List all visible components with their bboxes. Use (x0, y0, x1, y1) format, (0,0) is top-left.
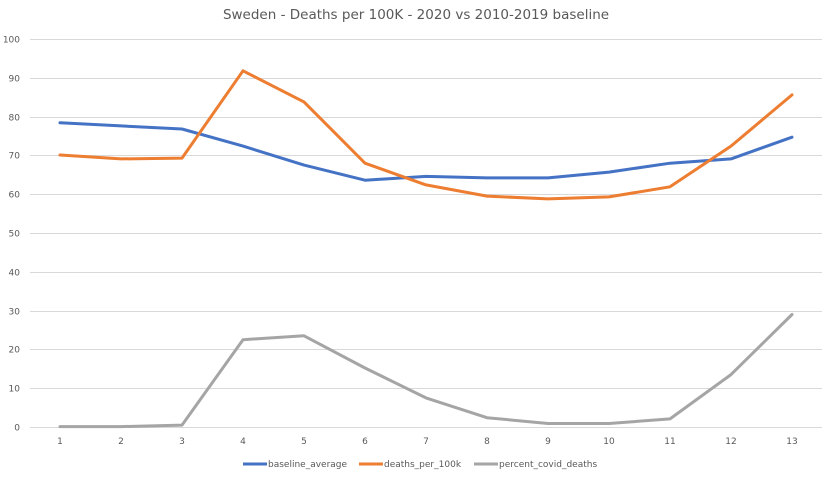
series-lines (58, 69, 794, 429)
x-tick-label: 12 (725, 437, 736, 447)
series-line-baseline-average (58, 121, 794, 182)
y-tick-label: 60 (9, 191, 21, 201)
legend-label: percent_covid_deaths (499, 460, 597, 470)
x-tick-label: 9 (545, 437, 551, 447)
y-tick-label: 50 (9, 230, 21, 240)
y-tick-label: 30 (9, 308, 21, 318)
legend-item-baseline-average: baseline_average (243, 460, 348, 470)
x-tick-label: 8 (484, 437, 490, 447)
y-tick-label: 90 (9, 75, 21, 85)
x-tick-label: 2 (118, 437, 124, 447)
y-tick-label: 40 (9, 269, 21, 279)
x-tick-label: 6 (362, 437, 368, 447)
y-tick-label: 0 (14, 424, 20, 434)
x-tick-label: 4 (240, 437, 246, 447)
y-tick-label: 10 (9, 385, 21, 395)
x-axis-ticks: 1 2 3 4 5 6 7 8 9 10 11 12 13 (57, 437, 798, 447)
y-tick-label: 20 (9, 346, 21, 356)
x-tick-label: 5 (301, 437, 307, 447)
y-tick-label: 70 (9, 152, 21, 162)
y-tick-label: 80 (9, 114, 21, 124)
legend-item-percent-covid-deaths: percent_covid_deaths (474, 460, 597, 470)
legend-label: baseline_average (268, 460, 348, 470)
x-tick-label: 10 (603, 437, 615, 447)
x-tick-label: 7 (423, 437, 429, 447)
legend-label: deaths_per_100k (384, 460, 462, 470)
x-tick-label: 13 (786, 437, 797, 447)
legend: baseline_average deaths_per_100k percent_c… (243, 460, 597, 470)
chart-title: Sweden - Deaths per 100K - 2020 vs 2010-… (223, 7, 609, 23)
series-line-deaths-per-100k (58, 69, 794, 201)
x-tick-label: 3 (179, 437, 185, 447)
x-tick-label: 11 (664, 437, 675, 447)
y-axis-ticks: 0 10 20 30 40 50 60 70 80 90 100 (3, 36, 20, 434)
legend-item-deaths-per-100k: deaths_per_100k (359, 460, 462, 470)
y-tick-label: 100 (3, 36, 20, 46)
x-tick-label: 1 (57, 437, 63, 447)
gridlines (30, 39, 822, 428)
series-line-percent-covid-deaths (58, 313, 794, 429)
